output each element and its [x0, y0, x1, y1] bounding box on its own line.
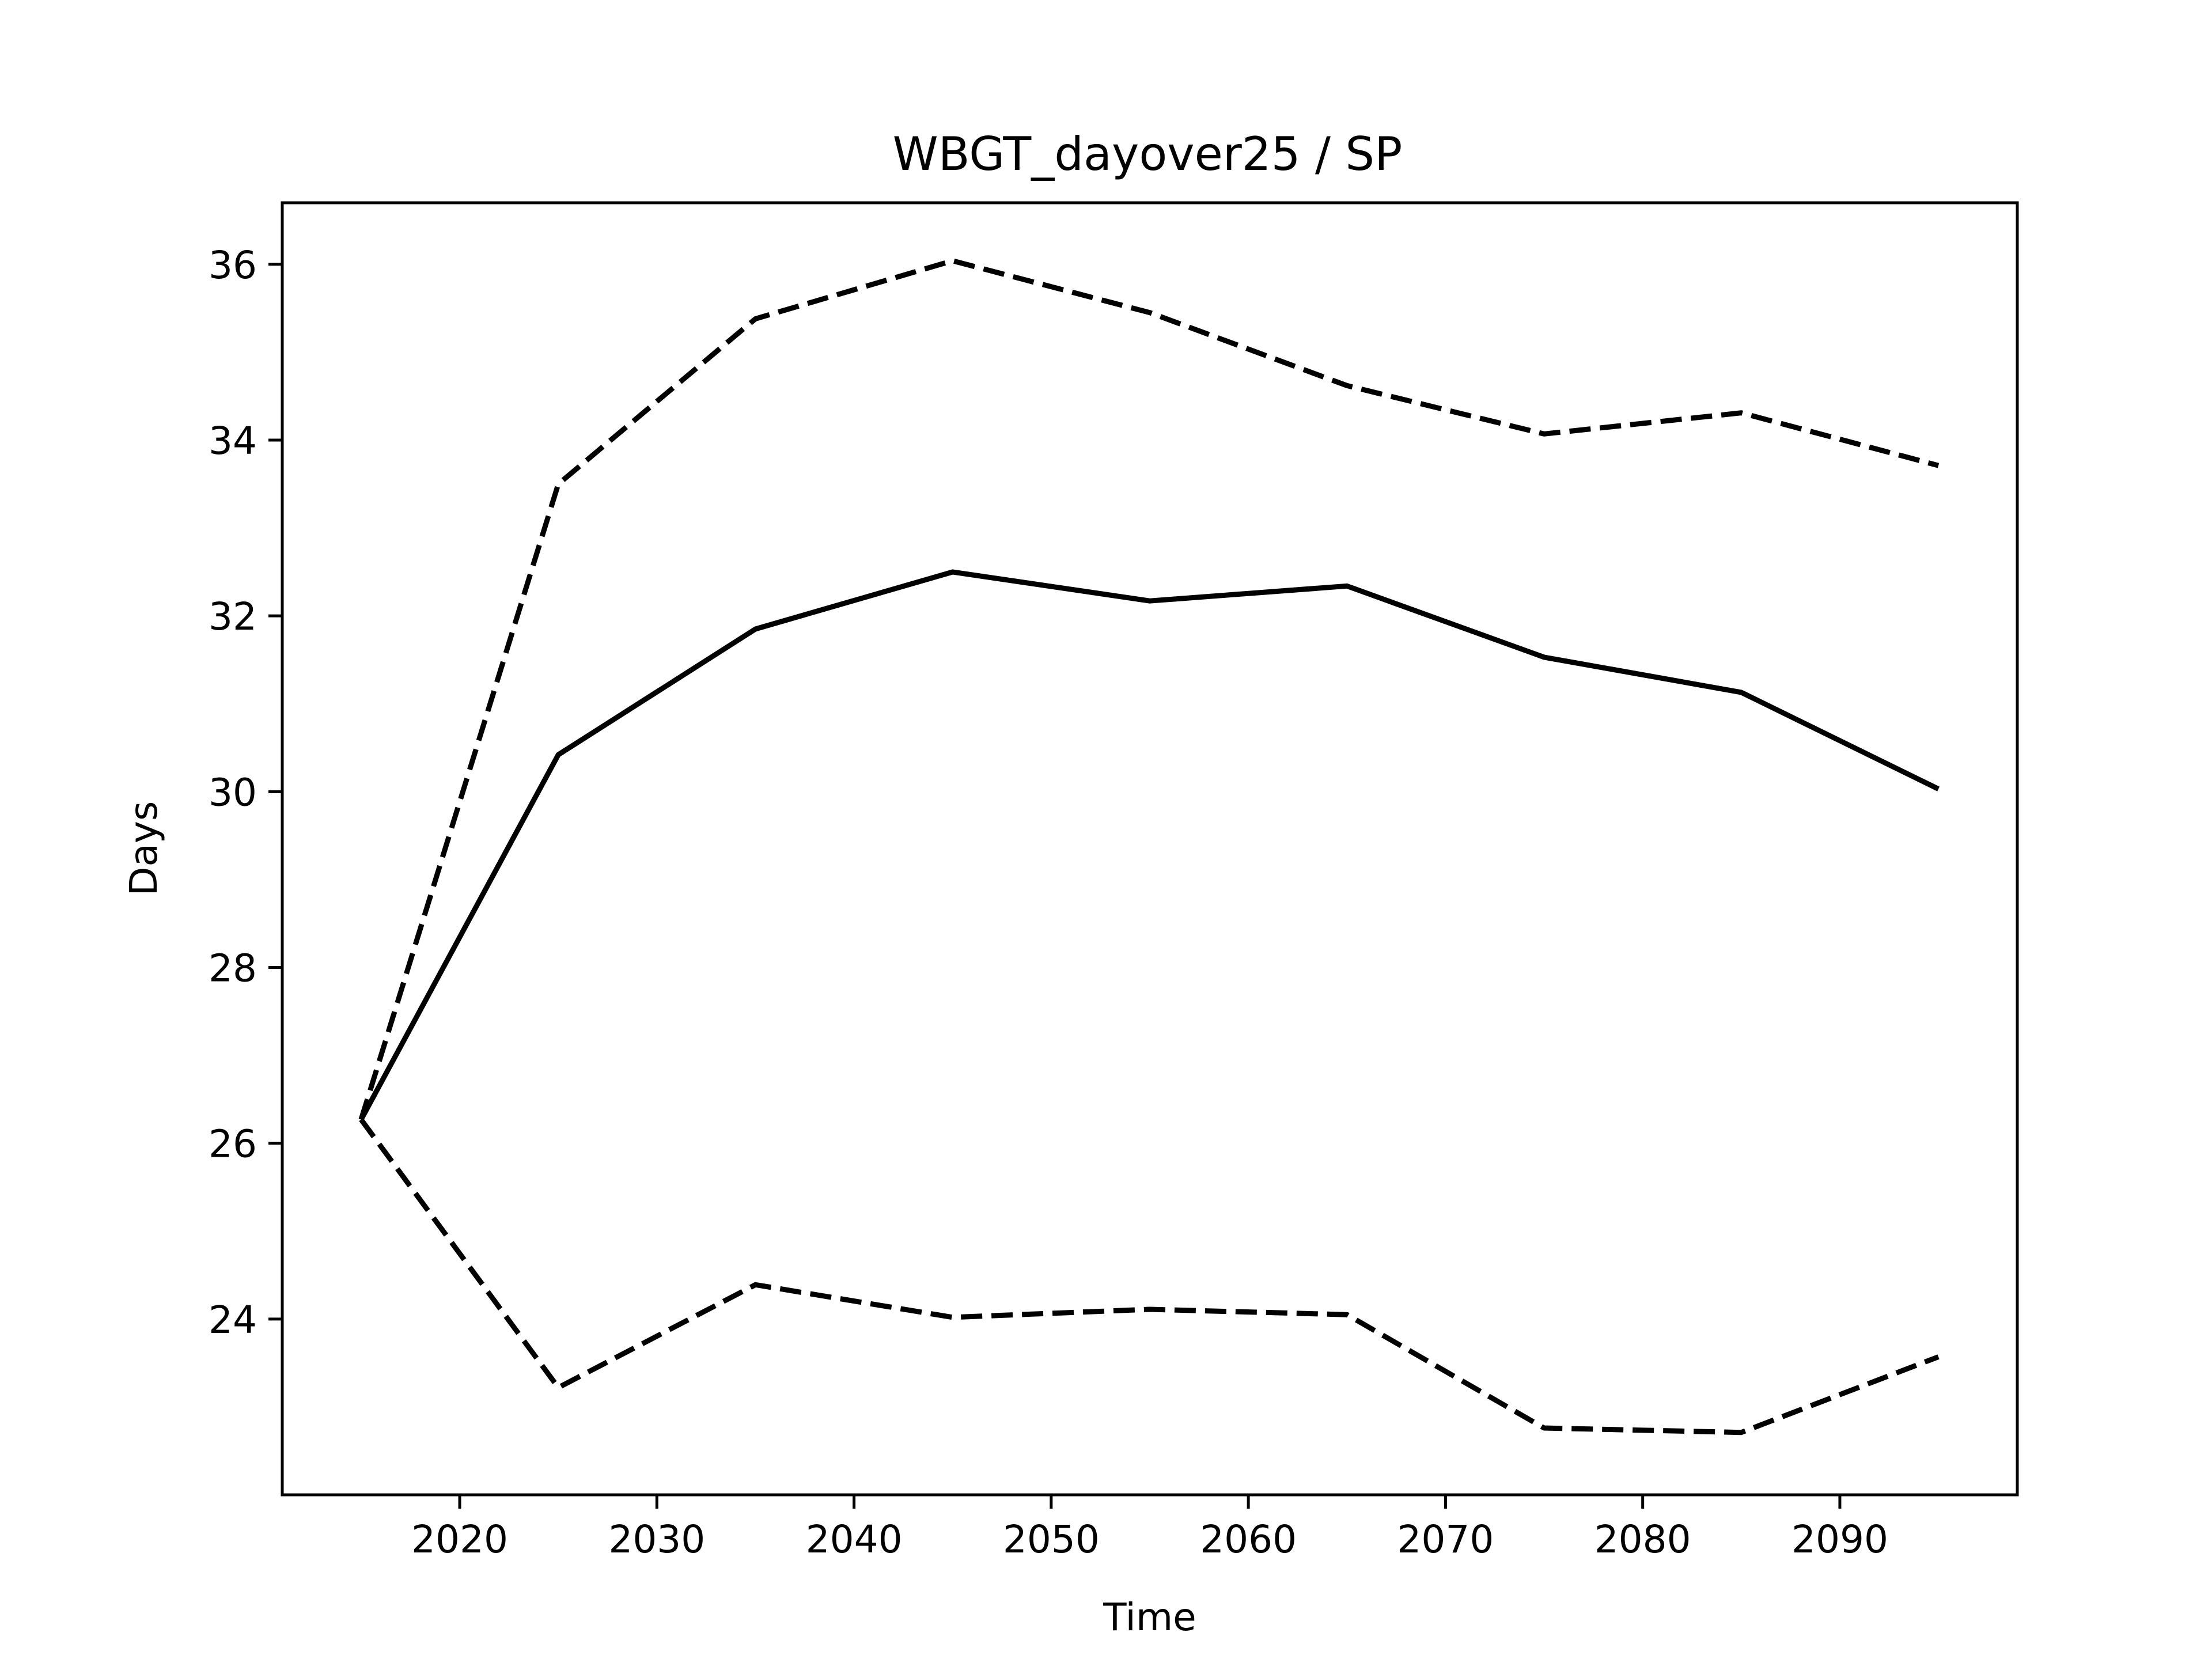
- plot-frame: [281, 201, 2019, 1497]
- x-tick-label: 2050: [1003, 1517, 1100, 1562]
- y-tick-label: 24: [209, 1298, 257, 1342]
- y-tick-label: 26: [209, 1122, 257, 1166]
- x-tick-label: 2040: [806, 1517, 903, 1562]
- y-tick-label: 34: [209, 419, 257, 463]
- y-tick-label: 32: [209, 594, 257, 639]
- x-tick-label: 2060: [1200, 1517, 1297, 1562]
- y-tick-label: 28: [209, 946, 257, 990]
- x-tick-label: 2090: [1791, 1517, 1888, 1562]
- chart-title: WBGT_dayover25 / SP: [893, 127, 1403, 181]
- plot-lines: [358, 258, 1940, 1435]
- series-line-2: [358, 258, 1940, 1120]
- x-tick-label: 2030: [608, 1517, 705, 1562]
- y-axis-label: Days: [122, 801, 166, 896]
- series-line-3: [359, 1118, 1940, 1435]
- x-axis-ticks: 2020 2030 2040 2050 2060 2070 2080 2090: [411, 1495, 1888, 1562]
- y-axis-ticks: 24 26 28 30 32 34 36: [209, 243, 282, 1342]
- x-axis-label: Time: [1103, 1595, 1196, 1639]
- x-tick-label: 2070: [1397, 1517, 1494, 1562]
- y-tick-label: 36: [209, 243, 257, 287]
- x-tick-label: 2020: [411, 1517, 508, 1562]
- series-line-1: [358, 569, 1940, 1121]
- x-tick-label: 2080: [1594, 1517, 1691, 1562]
- y-tick-label: 30: [209, 770, 257, 815]
